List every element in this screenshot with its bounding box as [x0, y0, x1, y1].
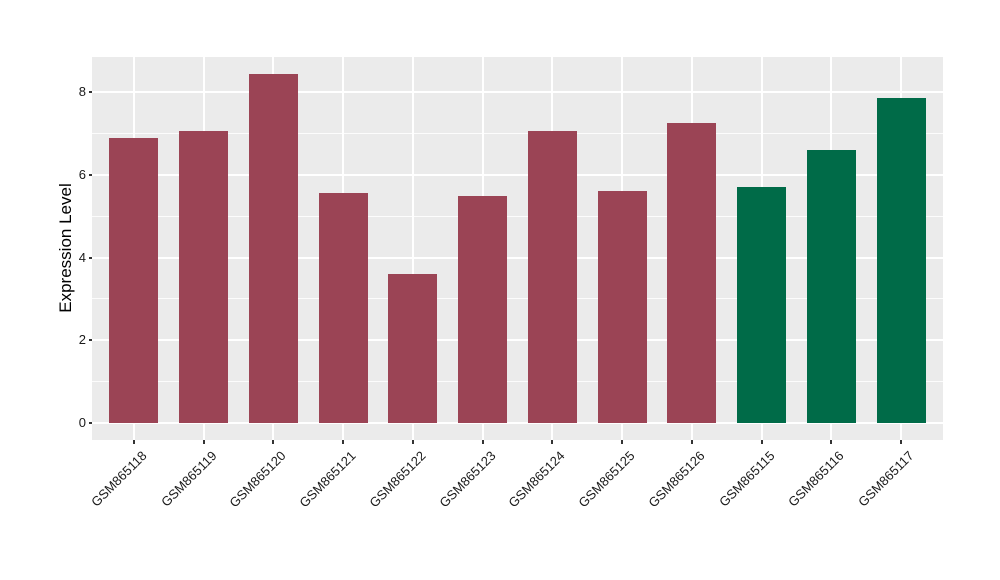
y-tick-label: 0 — [78, 415, 86, 431]
bar-GSM865115 — [737, 186, 787, 424]
x-tick-label: GSM865116 — [785, 448, 848, 510]
y-tick-label: 8 — [78, 84, 86, 100]
bar-GSM865120 — [248, 73, 298, 424]
x-tick-label: GSM865126 — [645, 448, 708, 511]
bar-GSM865124 — [527, 131, 577, 424]
major-gridline — [92, 91, 943, 94]
x-tick-mark — [272, 440, 275, 444]
x-tick-mark — [690, 440, 693, 444]
x-tick-label: GSM865119 — [157, 448, 220, 510]
x-tick-label: GSM865124 — [505, 448, 568, 511]
bar-GSM865116 — [806, 150, 856, 424]
y-tick-mark — [89, 422, 92, 425]
x-tick-mark — [830, 440, 833, 444]
y-tick-label: 4 — [78, 249, 86, 265]
bar-GSM865118 — [109, 137, 159, 424]
bar-GSM865122 — [388, 274, 438, 424]
x-tick-label: GSM865118 — [87, 448, 150, 510]
x-tick-label: GSM865122 — [366, 448, 429, 511]
x-tick-label: GSM865117 — [855, 448, 917, 510]
x-tick-label: GSM865121 — [296, 448, 359, 511]
x-tick-mark — [481, 440, 484, 444]
bar-GSM865125 — [597, 190, 647, 424]
bar-GSM865123 — [458, 195, 508, 424]
bar-GSM865117 — [876, 98, 926, 424]
y-tick-mark — [89, 91, 92, 94]
y-axis-title: Expression Level — [56, 183, 75, 313]
plot-panel — [92, 57, 943, 440]
minor-gridline — [92, 298, 943, 300]
y-tick-mark — [89, 256, 92, 259]
major-gridline — [92, 422, 943, 425]
x-tick-mark — [760, 440, 763, 444]
x-tick-mark — [342, 440, 345, 444]
major-gridline — [92, 173, 943, 176]
x-tick-mark — [202, 440, 205, 444]
y-tick-label: 2 — [78, 332, 86, 348]
x-tick-mark — [132, 440, 135, 444]
major-gridline — [92, 256, 943, 259]
x-tick-label: GSM865120 — [226, 448, 289, 511]
minor-gridline — [92, 381, 943, 383]
y-tick-mark — [89, 339, 92, 342]
y-tick-label: 6 — [78, 166, 86, 182]
category-gridline — [411, 57, 414, 440]
x-tick-label: GSM865123 — [436, 448, 499, 511]
x-tick-label: GSM865125 — [575, 448, 638, 511]
x-tick-mark — [900, 440, 903, 444]
bar-GSM865119 — [179, 131, 228, 424]
bar-GSM865126 — [667, 123, 717, 424]
minor-gridline — [92, 215, 943, 217]
x-tick-mark — [621, 440, 624, 444]
x-tick-mark — [411, 440, 414, 444]
y-tick-mark — [89, 173, 92, 176]
major-gridline — [92, 339, 943, 342]
minor-gridline — [92, 133, 943, 135]
x-tick-mark — [551, 440, 554, 444]
bar-GSM865121 — [318, 193, 368, 424]
x-tick-label: GSM865115 — [715, 448, 778, 510]
